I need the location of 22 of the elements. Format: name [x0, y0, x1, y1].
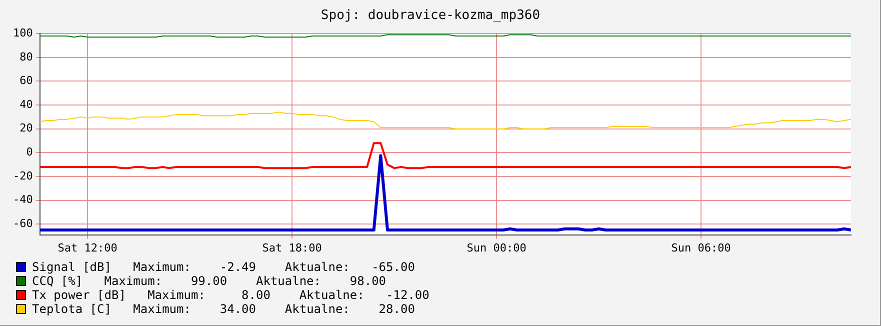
y-tick-label: 0 — [26, 146, 33, 159]
text: Maximum: 99.00 Aktualne: 98.00 — [104, 274, 386, 288]
y-tick-label: 60 — [20, 74, 33, 88]
chart-title: Spoj: doubravice-kozma_mp360 — [320, 8, 540, 24]
text: Maximum: 34.00 Aktualne: 28.00 — [133, 302, 415, 316]
legend-label: CCQ [%] — [32, 274, 83, 288]
y-tick-label: 100 — [12, 26, 33, 40]
y-tick-label: 20 — [20, 122, 33, 135]
y-tick-label: 40 — [20, 98, 33, 111]
legend-label: Tx power [dB] — [32, 288, 126, 302]
text: Maximum: -2.49 Aktualne: -65.00 — [133, 260, 415, 274]
y-tick-label: -60 — [12, 216, 33, 230]
y-tick-label: 80 — [20, 50, 33, 64]
x-tick-label: Sun 00:00 — [466, 241, 526, 254]
legend-label: Teplota [C] — [32, 302, 112, 316]
x-tick-label: Sun 06:00 — [671, 241, 731, 254]
legend-label: Signal [dB] — [32, 260, 112, 274]
text: Maximum: 8.00 Aktualne: -12.00 — [148, 288, 430, 302]
x-tick-label: Sat 12:00 — [58, 241, 118, 254]
x-tick-label: Sat 18:00 — [262, 241, 322, 254]
y-tick-label: -40 — [12, 193, 33, 206]
y-tick-label: -20 — [12, 169, 33, 182]
